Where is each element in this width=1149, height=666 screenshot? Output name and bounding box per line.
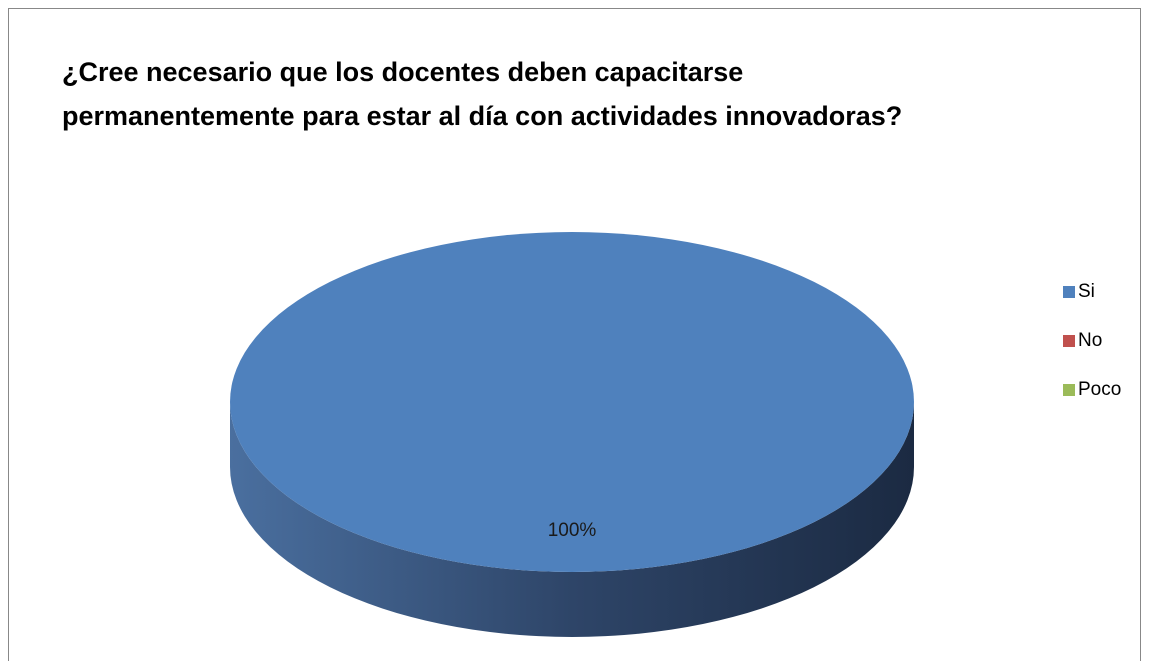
chart-title: permanentemente para estar al día con ac… bbox=[62, 101, 902, 131]
pie-slice bbox=[230, 232, 914, 572]
legend: Si No Poco bbox=[1063, 281, 1121, 400]
chart-border bbox=[8, 8, 1141, 661]
legend-swatch bbox=[1063, 335, 1075, 347]
legend-swatch bbox=[1063, 286, 1075, 298]
chart-title: ¿Cree necesario que los docentes deben c… bbox=[62, 57, 743, 87]
legend-label: Si bbox=[1078, 281, 1095, 302]
pie: 100% bbox=[230, 232, 914, 572]
legend-swatch bbox=[1063, 384, 1075, 396]
legend-label: Poco bbox=[1078, 379, 1121, 400]
legend-label: No bbox=[1078, 330, 1102, 351]
pie-side bbox=[230, 402, 914, 637]
data-label: 100% bbox=[548, 520, 597, 541]
